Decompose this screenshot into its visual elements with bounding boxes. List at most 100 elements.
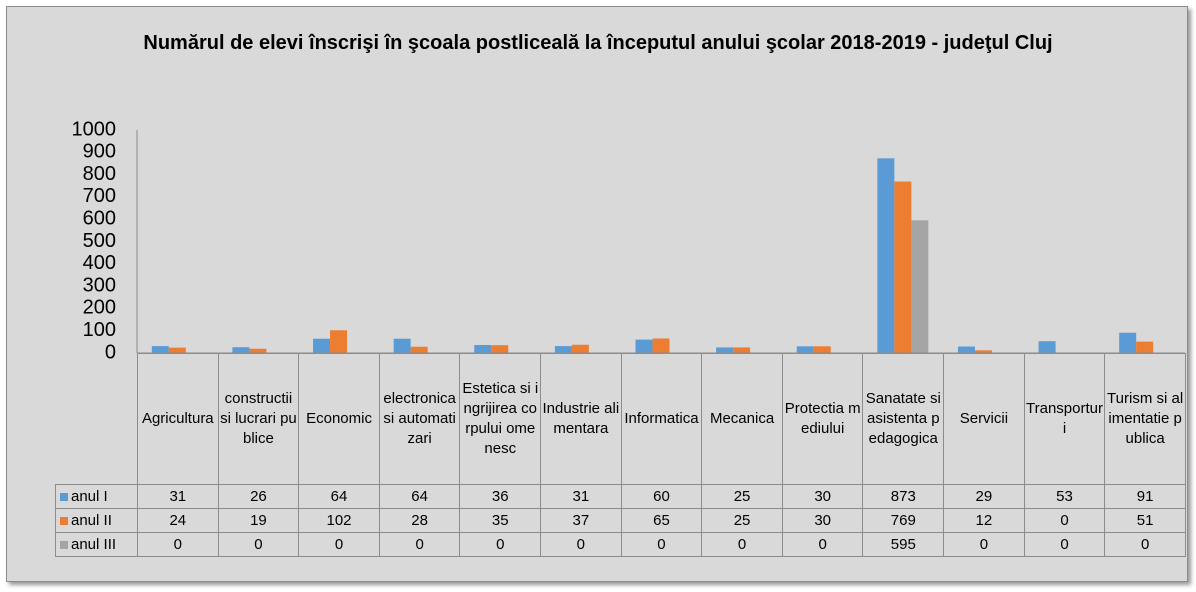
table-value: 26 xyxy=(217,484,300,509)
category-label: Sanatate si asistenta pedagogica xyxy=(862,353,945,485)
table-value: 0 xyxy=(943,532,1025,557)
bar xyxy=(911,220,929,353)
category-label: Estetica si ingrijirea corpului omenesc xyxy=(459,353,542,485)
table-value: 60 xyxy=(620,484,703,509)
table-value: 12 xyxy=(943,508,1025,533)
table-value: 0 xyxy=(137,532,219,557)
table-value: 0 xyxy=(459,532,542,557)
table-value: 0 xyxy=(701,532,783,557)
table-value: 769 xyxy=(862,508,945,533)
y-tick-label: 500 xyxy=(83,230,116,252)
bar xyxy=(813,346,831,353)
bar xyxy=(151,346,169,353)
table-value: 51 xyxy=(1104,508,1186,533)
y-tick-label: 0 xyxy=(105,341,116,363)
table-value: 64 xyxy=(378,484,461,509)
y-tick-label: 200 xyxy=(83,297,116,319)
y-tick-label: 100 xyxy=(83,319,116,341)
bar xyxy=(1136,341,1154,353)
data-table: Agricultura constructii si lucrari public… xyxy=(55,353,1186,557)
legend-label: anul I xyxy=(71,488,108,505)
table-value: 873 xyxy=(862,484,945,509)
y-tick-label: 900 xyxy=(83,141,116,163)
bar xyxy=(393,338,411,353)
legend-label: anul II xyxy=(71,512,112,529)
series-row: anul III 0 0 0 0 0 0 0 0 0 595 0 0 0 xyxy=(55,532,1186,557)
bar xyxy=(716,347,734,353)
category-label: Mecanica xyxy=(701,353,783,485)
table-value: 0 xyxy=(1104,532,1186,557)
bar xyxy=(635,339,653,353)
bar xyxy=(474,344,492,353)
table-value: 25 xyxy=(701,484,783,509)
bar xyxy=(554,346,572,353)
bar xyxy=(1038,341,1056,353)
table-value: 0 xyxy=(540,532,622,557)
table-value: 53 xyxy=(1023,484,1106,509)
y-tick-label: 300 xyxy=(83,274,116,296)
bar xyxy=(168,347,186,353)
series-row: anul II 24 19 102 28 35 37 65 25 30 769 12 0 51 xyxy=(55,508,1186,533)
table-value: 31 xyxy=(540,484,622,509)
table-value: 28 xyxy=(378,508,461,533)
y-tick-label: 700 xyxy=(83,185,116,207)
y-tick-label: 1000 xyxy=(72,118,117,140)
table-value: 0 xyxy=(620,532,703,557)
bar xyxy=(410,346,428,353)
bar xyxy=(974,350,992,353)
table-value: 19 xyxy=(217,508,300,533)
table-value: 91 xyxy=(1104,484,1186,509)
category-label: Transporturi xyxy=(1023,353,1106,485)
table-value: 102 xyxy=(298,508,380,533)
corner xyxy=(55,353,138,485)
table-value: 31 xyxy=(137,484,219,509)
bar xyxy=(796,346,814,353)
bar xyxy=(330,330,348,353)
legend-entry: anul I xyxy=(55,484,138,509)
bar xyxy=(249,348,267,353)
category-label: Agricultura xyxy=(137,353,219,485)
table-value: 0 xyxy=(378,532,461,557)
table-value: 0 xyxy=(1023,508,1106,533)
y-tick-label: 400 xyxy=(83,252,116,274)
legend-key xyxy=(60,517,68,525)
y-tick-label: 600 xyxy=(83,207,116,229)
category-label: Industrie alimentara xyxy=(540,353,622,485)
category-label: Protectia mediului xyxy=(781,353,864,485)
bar xyxy=(894,181,912,353)
table-value: 65 xyxy=(620,508,703,533)
legend-key xyxy=(60,493,68,501)
bar xyxy=(877,158,895,353)
table-value: 595 xyxy=(862,532,945,557)
chart-title: Numărul de elevi înscrişi în şcoala post… xyxy=(143,32,1053,54)
bar xyxy=(733,347,751,353)
table-value: 37 xyxy=(540,508,622,533)
table-value: 30 xyxy=(781,508,864,533)
category-label: Economic xyxy=(298,353,380,485)
bar xyxy=(957,346,975,353)
bar xyxy=(313,338,331,353)
table-value: 0 xyxy=(298,532,380,557)
table-value: 30 xyxy=(781,484,864,509)
table-value: 35 xyxy=(459,508,542,533)
table-value: 0 xyxy=(217,532,300,557)
legend-key xyxy=(60,541,68,549)
legend-entry: anul II xyxy=(55,508,138,533)
category-label: Servicii xyxy=(943,353,1025,485)
bar xyxy=(652,338,670,353)
legend-entry: anul III xyxy=(55,532,138,557)
bar xyxy=(232,347,250,353)
bar xyxy=(491,345,509,353)
table-value: 36 xyxy=(459,484,542,509)
bar xyxy=(1119,332,1137,353)
category-label: Informatica xyxy=(620,353,703,485)
category-label: electronica si automatizari xyxy=(378,353,461,485)
table-value: 25 xyxy=(701,508,783,533)
bar xyxy=(571,344,589,353)
table-value: 29 xyxy=(943,484,1025,509)
category-label: Turism si alimentatie publica xyxy=(1104,353,1186,485)
y-tick-label: 800 xyxy=(83,163,116,185)
table-value: 24 xyxy=(137,508,219,533)
category-row: Agricultura constructii si lucrari public… xyxy=(55,353,1186,485)
table-value: 64 xyxy=(298,484,380,509)
